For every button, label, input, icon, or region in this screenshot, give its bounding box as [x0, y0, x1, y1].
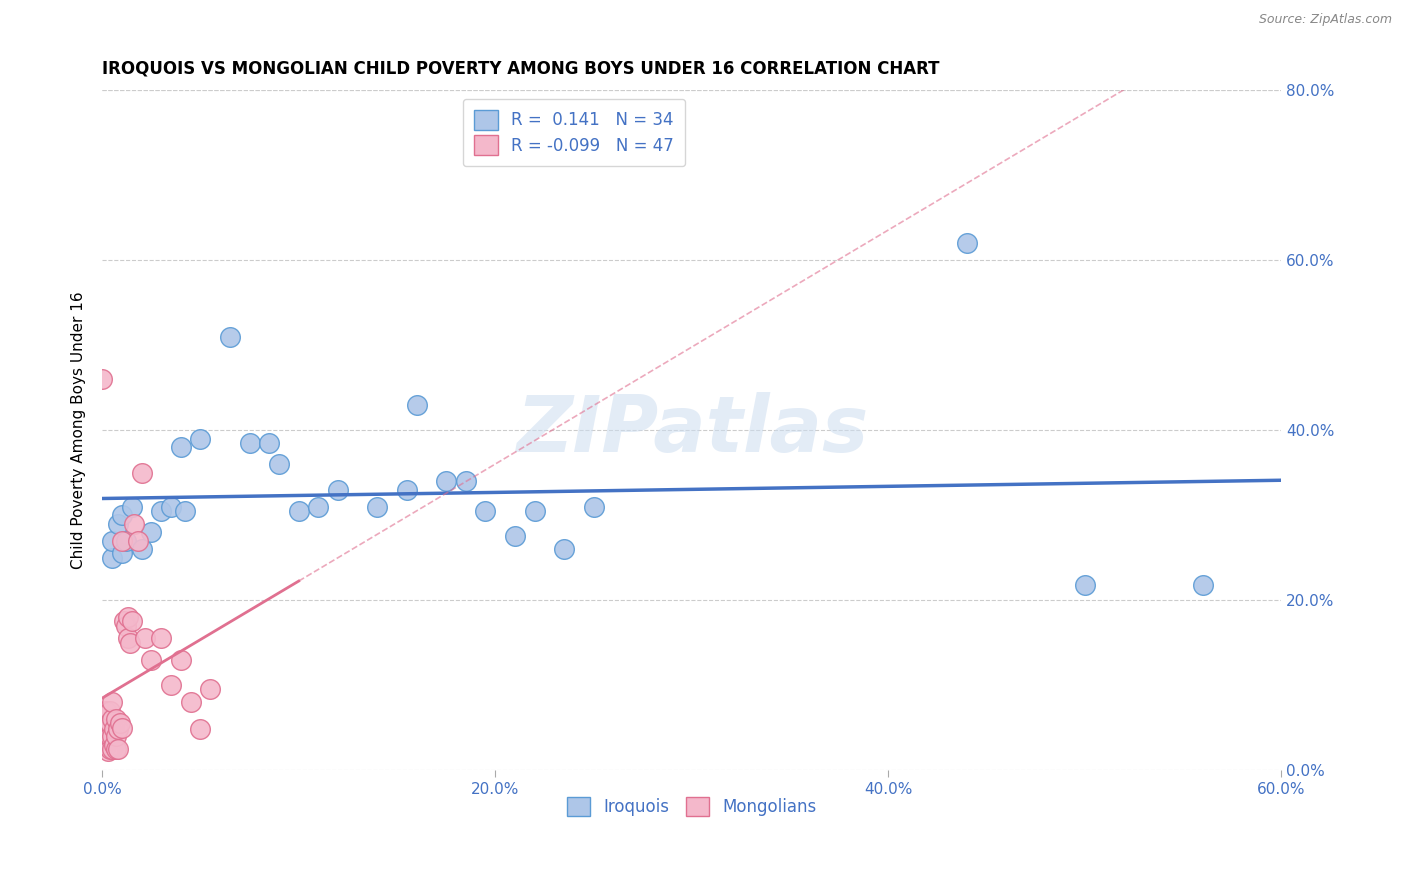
Point [111, 546, 134, 560]
Y-axis label: Child Poverty Among Boys Under 16: Child Poverty Among Boys Under 16 [72, 292, 86, 569]
Point [434, 474, 457, 488]
Point [287, 504, 309, 518]
Point [114, 618, 136, 632]
Point [93, 738, 115, 752]
Point [93, 712, 115, 726]
Point [108, 716, 131, 731]
Point [91, 729, 114, 743]
Point [107, 516, 129, 531]
Point [111, 533, 134, 548]
Point [200, 682, 222, 697]
Point [454, 474, 477, 488]
Point [98, 716, 121, 731]
Point [170, 652, 193, 666]
Point [104, 729, 127, 743]
Point [101, 729, 124, 743]
Point [93, 724, 115, 739]
Point [141, 652, 163, 666]
Point [107, 741, 129, 756]
Point [180, 695, 202, 709]
Point [307, 500, 329, 514]
Point [523, 504, 546, 518]
Point [111, 721, 134, 735]
Point [1074, 578, 1097, 592]
Point [150, 504, 173, 518]
Point [101, 550, 124, 565]
Point [94, 739, 117, 754]
Point [94, 714, 117, 728]
Point [141, 525, 163, 540]
Point [101, 695, 124, 709]
Point [104, 712, 127, 726]
Point [474, 504, 496, 518]
Point [98, 741, 121, 756]
Point [101, 533, 124, 548]
Point [267, 457, 290, 471]
Point [366, 500, 388, 514]
Point [91, 372, 114, 386]
Point [104, 741, 127, 756]
Point [107, 723, 129, 737]
Point [103, 738, 125, 752]
Point [131, 542, 153, 557]
Point [111, 508, 134, 522]
Point [1191, 578, 1213, 592]
Point [97, 716, 120, 731]
Point [97, 733, 120, 747]
Point [94, 731, 117, 745]
Point [94, 704, 117, 718]
Point [190, 432, 212, 446]
Point [160, 678, 183, 692]
Point [553, 542, 575, 557]
Point [118, 635, 141, 649]
Point [121, 500, 143, 514]
Point [98, 729, 121, 743]
Point [219, 329, 242, 343]
Point [131, 466, 153, 480]
Point [259, 435, 281, 450]
Point [170, 440, 193, 454]
Point [122, 516, 145, 531]
Point [98, 704, 121, 718]
Point [582, 500, 605, 514]
Point [117, 610, 139, 624]
Point [134, 632, 156, 646]
Point [112, 615, 135, 629]
Text: Source: ZipAtlas.com: Source: ZipAtlas.com [1258, 13, 1392, 27]
Point [114, 533, 136, 548]
Point [326, 483, 349, 497]
Point [173, 504, 195, 518]
Point [117, 632, 139, 646]
Point [956, 236, 979, 251]
Point [405, 398, 427, 412]
Point [503, 529, 526, 543]
Point [190, 723, 212, 737]
Text: IROQUOIS VS MONGOLIAN CHILD POVERTY AMONG BOYS UNDER 16 CORRELATION CHART: IROQUOIS VS MONGOLIAN CHILD POVERTY AMON… [103, 60, 939, 78]
Text: ZIPatlas: ZIPatlas [516, 392, 868, 468]
Point [160, 500, 183, 514]
Legend: Iroquois, Mongolians: Iroquois, Mongolians [560, 790, 824, 822]
Point [121, 615, 143, 629]
Point [91, 721, 114, 735]
Point [101, 741, 124, 756]
Point [103, 723, 125, 737]
Point [239, 435, 262, 450]
Point [127, 533, 149, 548]
Point [150, 632, 173, 646]
Point [101, 712, 124, 726]
Point [97, 744, 120, 758]
Point [395, 483, 418, 497]
